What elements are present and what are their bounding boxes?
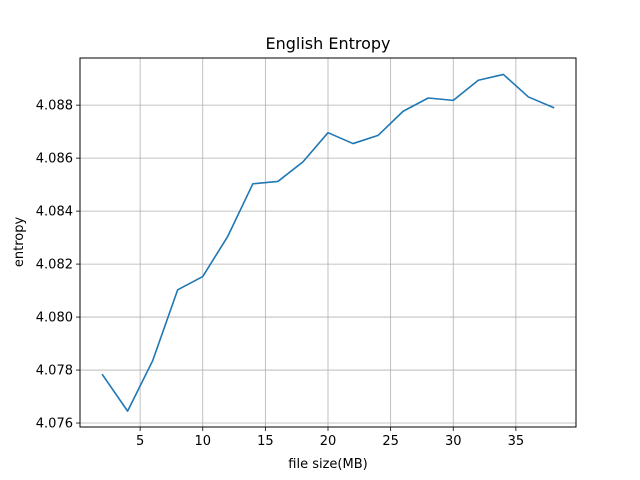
x-axis-ticks: 5 10 15 20 25 30 35 <box>136 427 524 449</box>
y-tick-label: 4.084 <box>36 205 73 220</box>
x-tick-label: 25 <box>382 434 399 449</box>
grid-lines <box>80 58 576 427</box>
y-tick-label: 4.076 <box>36 417 73 432</box>
x-tick-label: 30 <box>445 434 462 449</box>
series-layer <box>101 73 555 412</box>
y-tick-label: 4.086 <box>36 152 73 167</box>
y-tick-label: 4.080 <box>36 311 73 326</box>
chart-title: English Entropy <box>265 34 390 53</box>
y-tick-label: 4.078 <box>36 364 73 379</box>
series-line <box>101 73 555 412</box>
y-axis-ticks: 4.076 4.078 4.080 4.082 4.084 4.086 4.088 <box>36 99 80 432</box>
x-axis-label: file size(MB) <box>288 457 367 472</box>
x-tick-label: 35 <box>508 434 525 449</box>
y-axis-label: entropy <box>12 217 27 268</box>
x-tick-label: 10 <box>194 434 211 449</box>
x-tick-label: 15 <box>257 434 274 449</box>
y-tick-label: 4.082 <box>36 258 73 273</box>
x-tick-label: 5 <box>136 434 144 449</box>
x-tick-label: 20 <box>320 434 337 449</box>
y-tick-label: 4.088 <box>36 99 73 114</box>
